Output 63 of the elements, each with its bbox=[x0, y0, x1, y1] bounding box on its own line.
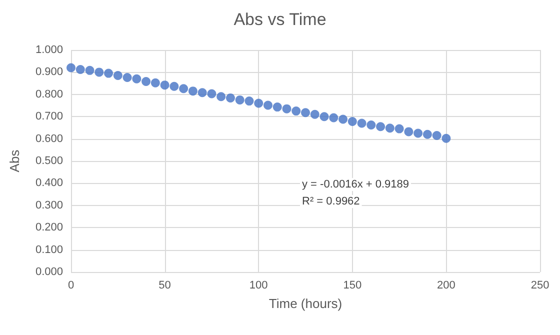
annotation: y = -0.0016x + 0.9189 bbox=[302, 178, 410, 190]
point bbox=[142, 77, 151, 86]
point bbox=[235, 95, 244, 104]
point bbox=[179, 84, 188, 94]
point bbox=[357, 118, 366, 128]
y-tick-label: 0.700 bbox=[35, 110, 63, 123]
point bbox=[188, 86, 198, 96]
point bbox=[414, 128, 423, 138]
x-tick-label: 200 bbox=[437, 280, 456, 292]
point bbox=[160, 80, 170, 90]
point bbox=[263, 100, 272, 110]
point bbox=[198, 88, 207, 98]
y-tick-label: 0.200 bbox=[35, 222, 63, 234]
point bbox=[170, 82, 179, 91]
point bbox=[394, 124, 404, 134]
y-tick-label: 0.100 bbox=[35, 244, 63, 256]
point bbox=[348, 116, 357, 126]
y-tick-label: 0.800 bbox=[35, 88, 63, 100]
point bbox=[122, 73, 132, 82]
y-tick-label: 0.300 bbox=[35, 199, 63, 212]
x-tick-label: 0 bbox=[68, 280, 74, 292]
y-tick-label: 0.500 bbox=[35, 155, 63, 167]
point bbox=[76, 65, 85, 74]
point bbox=[292, 106, 301, 116]
point bbox=[104, 68, 114, 78]
chart-title: Abs vs Time bbox=[234, 10, 326, 29]
point bbox=[132, 74, 142, 84]
point bbox=[150, 78, 160, 88]
x-tick-label: 50 bbox=[158, 280, 171, 292]
x-axis-title: Time (hours) bbox=[268, 296, 342, 311]
y-tick-label: 0.400 bbox=[35, 177, 63, 190]
y-tick-label: 0.900 bbox=[35, 66, 63, 78]
point bbox=[442, 134, 451, 143]
point bbox=[272, 102, 282, 112]
point bbox=[254, 98, 264, 108]
point bbox=[366, 120, 376, 130]
point bbox=[85, 66, 94, 75]
point bbox=[376, 122, 386, 132]
point bbox=[432, 130, 442, 140]
point bbox=[301, 108, 310, 118]
point bbox=[329, 113, 338, 122]
y-tick-label: 1.000 bbox=[35, 44, 63, 56]
y-tick-label: 0.600 bbox=[35, 132, 63, 145]
x-tick-label: 150 bbox=[343, 280, 362, 292]
point bbox=[226, 93, 235, 102]
point bbox=[422, 130, 432, 139]
x-tick-label: 250 bbox=[530, 280, 550, 292]
x-tick-label: 100 bbox=[249, 280, 268, 292]
annotation: R² = 0.9962 bbox=[302, 196, 360, 208]
y-tick-label: 0.000 bbox=[35, 266, 63, 278]
point bbox=[66, 63, 76, 72]
point bbox=[207, 89, 216, 98]
point bbox=[113, 71, 122, 80]
y-axis-title: Abs bbox=[7, 149, 22, 172]
point bbox=[216, 92, 226, 102]
point bbox=[404, 127, 414, 136]
point bbox=[282, 104, 292, 114]
point bbox=[94, 68, 104, 77]
point bbox=[244, 96, 254, 106]
point bbox=[338, 114, 348, 124]
point bbox=[310, 110, 320, 119]
point bbox=[385, 124, 394, 133]
point bbox=[320, 112, 329, 122]
